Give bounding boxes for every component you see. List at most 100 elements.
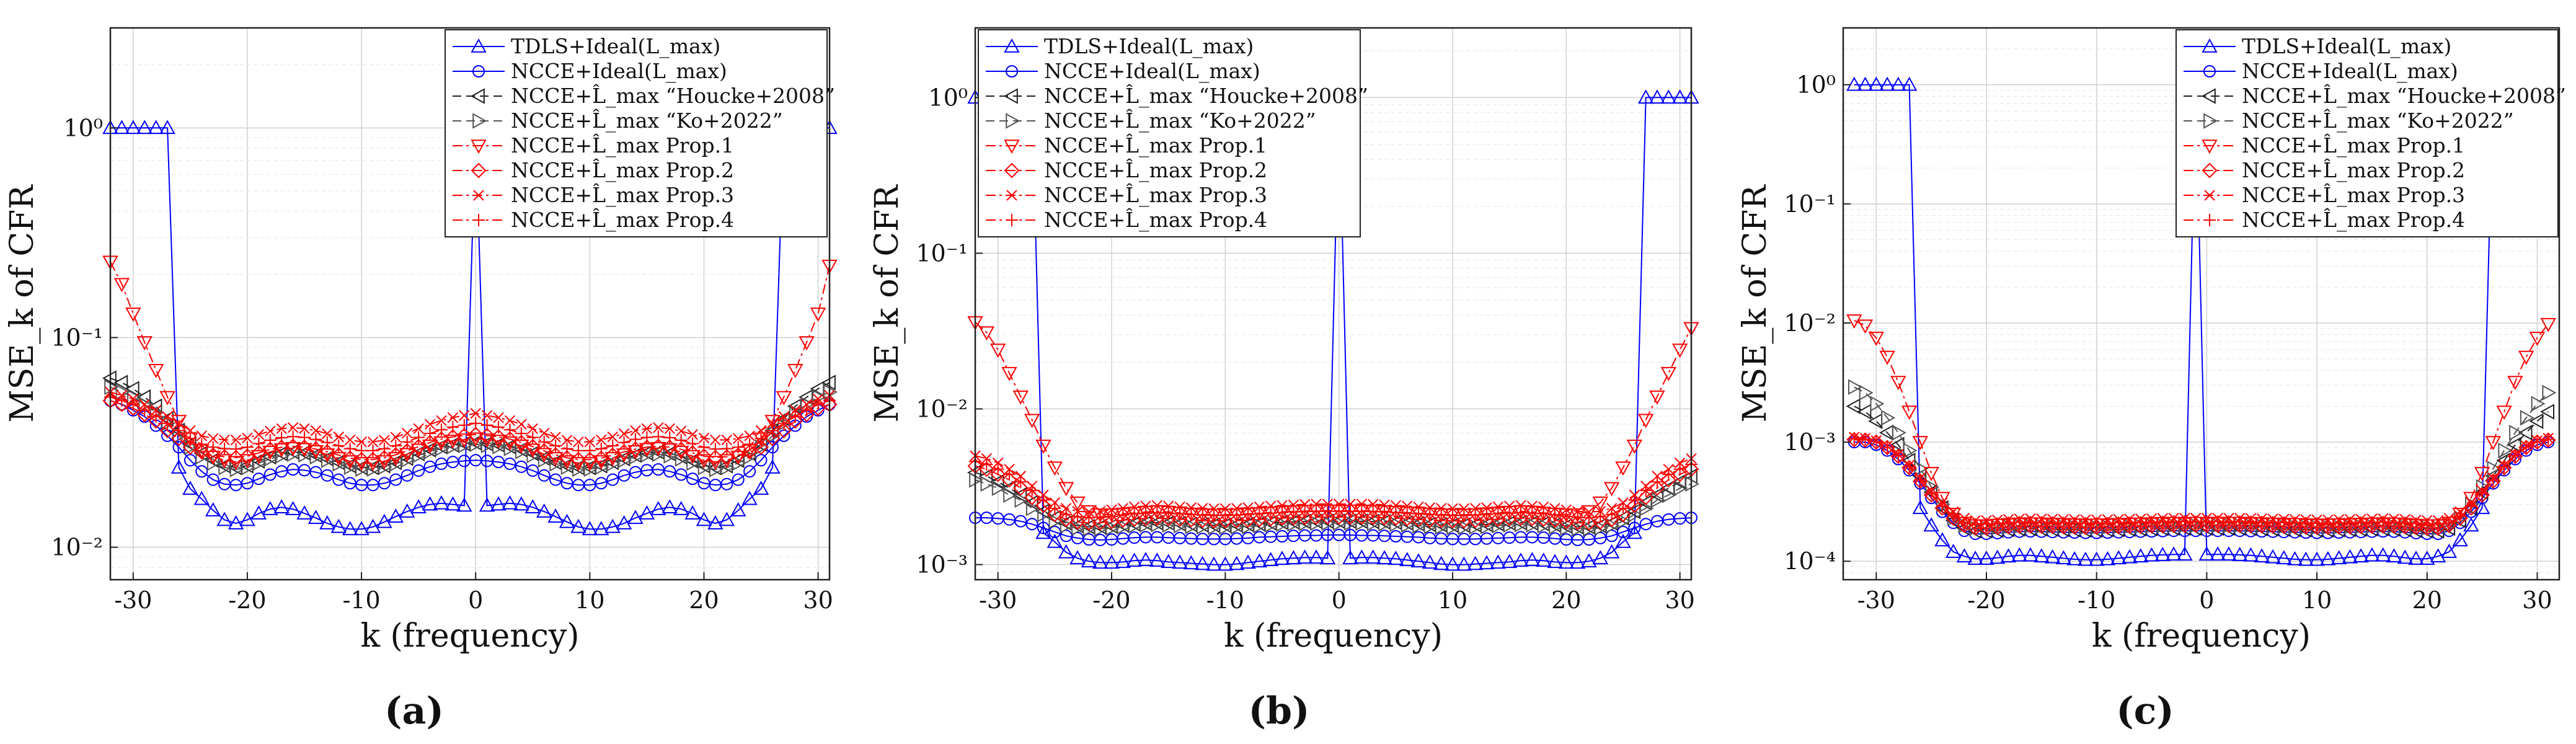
data-point [1367,498,1379,510]
legend-entry: NCCE+L̂_max Prop.2 [1044,157,1267,183]
data-point [195,465,208,478]
data-point [2542,384,2557,401]
data-point [503,423,516,436]
data-point [561,435,573,446]
data-point [1024,489,1040,505]
data-point [616,515,632,529]
data-point [2122,549,2138,564]
data-point [1458,503,1470,515]
data-point [1287,516,1302,532]
data-point [1524,552,1541,567]
data-point [1058,482,1074,497]
data-point [1615,507,1631,523]
data-point [412,464,425,477]
data-point [1515,516,1529,533]
data-point [1037,494,1050,507]
data-point [2309,551,2325,566]
data-point [743,438,756,451]
data-point [596,434,607,446]
data-point [1319,550,1336,565]
series-line [1854,319,2549,526]
data-point [2408,551,2424,565]
data-point [1208,519,1223,535]
x-axis-label: k (frequency) [2092,618,2311,655]
data-point [2531,396,2546,412]
data-point [675,468,688,481]
data-point [753,439,769,455]
x-tick-label: -30 [979,587,1017,614]
data-point [1423,508,1436,521]
data-point [1251,553,1268,568]
data-point [126,398,139,411]
x-axis-label: k (frequency) [360,618,579,655]
data-point [766,424,779,437]
data-point [1410,512,1427,528]
data-point [138,404,151,417]
data-point [1628,521,1641,534]
legend-entry: TDLS+Ideal(L_max) [511,34,720,59]
data-point [1947,510,1960,523]
data-point [1025,518,1038,531]
data-point [216,449,232,465]
data-point [2355,516,2368,529]
data-point [1106,504,1117,515]
data-point [2487,474,2500,487]
data-point [640,446,655,463]
data-point [353,521,370,536]
data-point [2540,317,2556,332]
data-point [675,425,687,437]
data-point [1277,500,1288,511]
data-point [980,476,995,492]
data-point [559,450,575,466]
data-point [159,120,175,135]
data-point [2496,405,2512,420]
data-point [252,437,265,450]
data-point [1617,502,1629,515]
data-point [1264,516,1279,533]
data-point [524,438,541,454]
data-point [1526,507,1539,520]
x-tick-label: -20 [1967,587,2005,614]
data-point [2055,550,2072,565]
x-tick-label: 30 [1665,587,1694,614]
data-point [1356,498,1368,510]
data-point [1378,505,1391,518]
data-point [125,308,141,322]
data-point [2046,516,2059,529]
data-point [1925,487,1938,500]
data-point [2496,459,2512,476]
data-point [1535,552,1552,567]
data-point [2518,350,2534,365]
y-tick-label: 10⁻³ [916,551,968,578]
data-point [1174,501,1185,513]
data-point [1671,343,1688,358]
data-point [229,461,244,477]
data-point [1481,518,1495,534]
data-point [538,469,551,482]
data-point [673,441,689,458]
data-point [467,432,484,447]
data-point [1560,504,1572,515]
data-point [1412,518,1427,534]
data-point [1467,513,1484,528]
data-point [650,501,666,515]
data-point [1185,518,1200,534]
data-point [1604,512,1620,528]
data-point [698,432,710,444]
data-point [458,418,471,432]
data-point [686,437,699,450]
data-point [1538,501,1549,513]
data-point [1331,509,1347,525]
data-point [1322,498,1334,510]
x-tick-label: 10 [1438,587,1467,614]
data-point [1060,529,1073,542]
data-point [2485,436,2502,451]
data-point [1515,507,1527,520]
data-point [273,499,290,514]
x-tick-label: -10 [1206,587,1244,614]
data-point [1399,511,1415,527]
data-point [1892,449,1905,462]
data-point [1342,509,1358,525]
data-point [652,430,665,443]
data-point [1445,556,1461,571]
